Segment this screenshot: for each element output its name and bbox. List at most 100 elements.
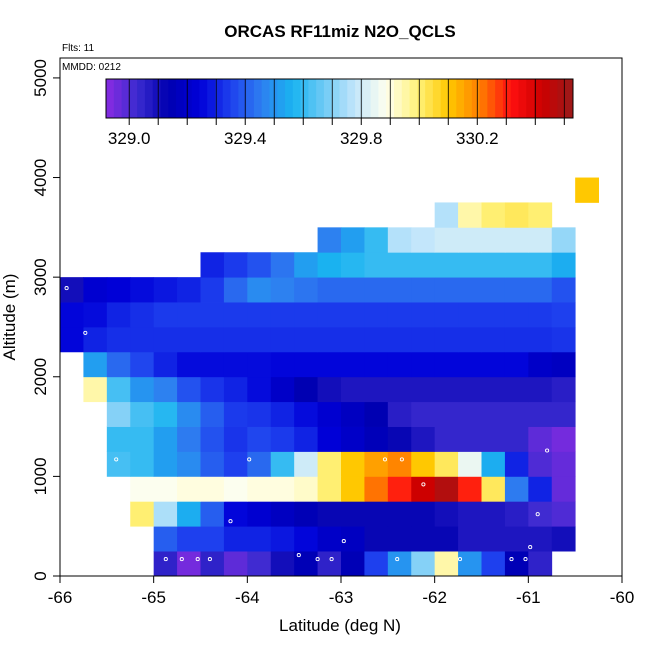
heatmap-cell: [153, 551, 178, 577]
heatmap-cell: [481, 202, 506, 228]
heatmap-cell: [247, 501, 272, 527]
heatmap-cell: [130, 326, 155, 353]
colorbar-segment: [355, 79, 364, 118]
heatmap-cell: [317, 426, 342, 452]
heatmap-cell: [200, 476, 225, 502]
heatmap-cell: [60, 277, 84, 303]
colorbar-tick-label: 329.0: [108, 129, 151, 148]
colorbar-strips: [106, 79, 574, 118]
heatmap-cell: [153, 326, 178, 353]
heatmap-cell: [200, 426, 225, 452]
colorbar-segment: [176, 79, 185, 118]
heatmap-cell: [504, 526, 529, 552]
heatmap-cell: [387, 401, 412, 427]
heatmap-cell: [341, 277, 365, 303]
heatmap-cell: [200, 376, 225, 403]
heatmap-cell: [223, 451, 248, 477]
heatmap-cell: [223, 302, 248, 328]
heatmap-cell: [130, 401, 155, 427]
heatmap-cell: [177, 526, 201, 552]
colorbar-segment: [168, 79, 177, 118]
heatmap-cell: [528, 202, 553, 228]
heatmap-cell: [200, 551, 225, 577]
colorbar-segment: [565, 79, 574, 118]
colorbar-segment: [479, 79, 488, 118]
heatmap-cell: [294, 401, 318, 427]
heatmap-cells: [60, 177, 599, 577]
heatmap-cell: [177, 551, 201, 577]
colorbar-segment: [207, 79, 216, 118]
heatmap-cell: [458, 476, 482, 502]
heatmap-cell: [247, 252, 272, 278]
colorbar-segment: [502, 79, 512, 118]
heatmap-cell: [153, 476, 178, 502]
colorbar-segment: [121, 79, 130, 118]
flight-point: [457, 557, 463, 562]
heatmap-cell: [411, 326, 436, 353]
heatmap-cell: [504, 277, 529, 303]
heatmap-cell: [458, 551, 482, 577]
heatmap-cell: [411, 302, 436, 328]
heatmap-cell: [551, 252, 576, 278]
heatmap-cell: [294, 351, 318, 378]
colorbar-segment: [362, 79, 372, 118]
colorbar-segment: [347, 79, 356, 118]
heatmap-cell: [200, 302, 225, 328]
y-tick-label: 3000: [31, 258, 50, 296]
heatmap-cell: [341, 351, 365, 378]
heatmap-cell: [481, 476, 506, 502]
heatmap-cell: [200, 252, 225, 278]
colorbar-segment: [432, 79, 442, 118]
heatmap-cell: [223, 277, 248, 303]
heatmap-cell: [364, 302, 389, 328]
heatmap-cell: [294, 252, 318, 278]
heatmap-cell: [247, 277, 272, 303]
flight-point: [528, 545, 533, 550]
heatmap-cell: [341, 476, 365, 502]
heatmap-cell: [317, 476, 342, 502]
heatmap-cell: [177, 326, 201, 353]
plot-area: MMDD: 0212: [59, 57, 623, 577]
heatmap-cell: [83, 302, 108, 328]
heatmap-cell: [341, 551, 365, 577]
heatmap-cell: [270, 376, 295, 403]
heatmap-cell: [130, 451, 155, 477]
heatmap-cell: [341, 401, 365, 427]
heatmap-cell: [60, 302, 84, 328]
heatmap-cell: [528, 551, 553, 577]
heatmap-cell: [317, 277, 342, 303]
heatmap-cell: [317, 501, 342, 527]
heatmap-cell: [387, 551, 412, 577]
flight-point: [421, 482, 426, 487]
heatmap-cell: [387, 227, 412, 253]
x-tick-label: -64: [235, 588, 260, 607]
heatmap-cell: [364, 501, 389, 527]
heatmap-cell: [458, 302, 482, 328]
colorbar-segment: [253, 79, 263, 118]
colorbar-segment: [401, 79, 411, 118]
heatmap-cell: [317, 351, 342, 378]
heatmap-cell: [130, 351, 155, 378]
heatmap-cell: [434, 526, 459, 552]
colorbar-segment: [285, 79, 294, 118]
heatmap-cell: [247, 551, 272, 577]
colorbar-segment: [300, 79, 309, 118]
heatmap-cell: [247, 376, 272, 403]
heatmap-cell: [223, 501, 248, 527]
heatmap-cell: [223, 376, 248, 403]
heatmap-cell: [83, 351, 108, 378]
heatmap-cell: [551, 501, 576, 527]
heatmap-cell: [341, 326, 365, 353]
heatmap-cell: [411, 252, 436, 278]
heatmap-cell: [223, 326, 248, 353]
heatmap-cell: [387, 501, 412, 527]
colorbar-segment: [471, 79, 481, 118]
heatmap-cell: [481, 302, 506, 328]
flight-point: [207, 557, 212, 562]
heatmap-cell: [177, 302, 201, 328]
heatmap-cell: [434, 351, 459, 378]
heatmap-cell: [387, 326, 412, 353]
heatmap-cell: [130, 277, 155, 303]
colorbar-tick-label: 329.4: [224, 129, 267, 148]
heatmap-cell: [247, 426, 272, 452]
